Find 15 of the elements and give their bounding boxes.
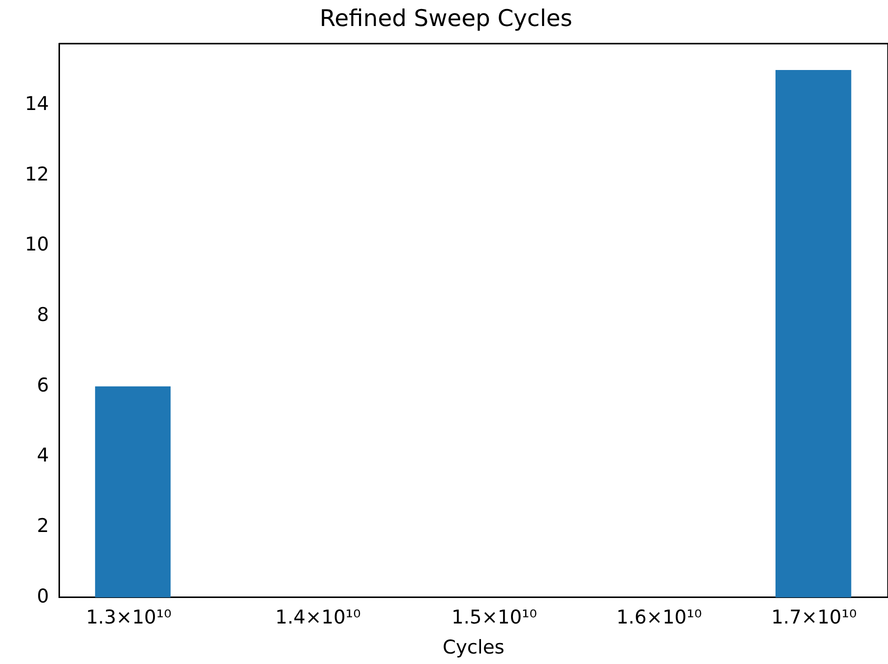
x-tick-label: 1.4×10¹⁰ — [275, 606, 361, 629]
y-tick-label: 2 — [36, 515, 49, 538]
y-tick-label: 8 — [36, 304, 49, 326]
x-axis-title: Cycles — [442, 636, 504, 659]
x-tick-label: 1.7×10¹⁰ — [771, 606, 857, 629]
x-tick-label: 1.3×10¹⁰ — [86, 606, 172, 629]
chart-title: Refined Sweep Cycles — [320, 6, 572, 32]
y-tick-label: 10 — [24, 234, 49, 256]
y-tick-label: 4 — [36, 444, 49, 467]
y-tick-label: 0 — [36, 585, 49, 608]
x-tick-label: 1.6×10¹⁰ — [616, 606, 702, 629]
y-tick-label: 6 — [36, 374, 49, 396]
y-tick-label: 14 — [24, 93, 49, 116]
y-tick-label: 12 — [24, 163, 49, 186]
x-tick-label: 1.5×10¹⁰ — [451, 606, 538, 629]
